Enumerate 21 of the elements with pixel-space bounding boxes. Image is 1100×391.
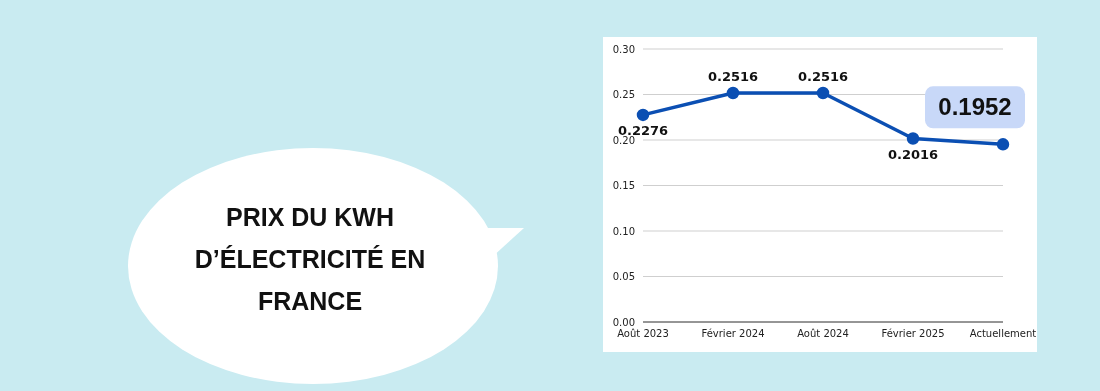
y-tick-label: 0.30 <box>612 43 635 55</box>
data-label: 0.2516 <box>707 69 759 85</box>
x-tick-label: Février 2024 <box>701 328 765 340</box>
x-tick-label: Août 2024 <box>797 328 849 340</box>
x-tick-label: Août 2023 <box>617 328 669 340</box>
y-tick-label: 0.00 <box>612 316 635 328</box>
y-tick-label: 0.05 <box>612 271 635 283</box>
data-label: 0.1952 <box>938 93 1012 121</box>
x-tick-label: Actuellement <box>969 328 1037 340</box>
data-label: 0.2516 <box>797 69 849 85</box>
y-tick-label: 0.25 <box>612 89 635 101</box>
text: PRIX DU KWH D’ÉLECTRICITÉ EN FRANCE <box>193 202 427 317</box>
point <box>726 86 740 100</box>
point <box>906 132 920 145</box>
data-label: 0.2016 <box>887 146 939 162</box>
point <box>636 108 650 122</box>
y-tick-label: 0.15 <box>612 180 635 192</box>
point <box>816 86 830 100</box>
point <box>996 138 1010 151</box>
x-tick-label: Février 2025 <box>881 328 945 340</box>
y-tick-label: 0.10 <box>612 225 635 237</box>
